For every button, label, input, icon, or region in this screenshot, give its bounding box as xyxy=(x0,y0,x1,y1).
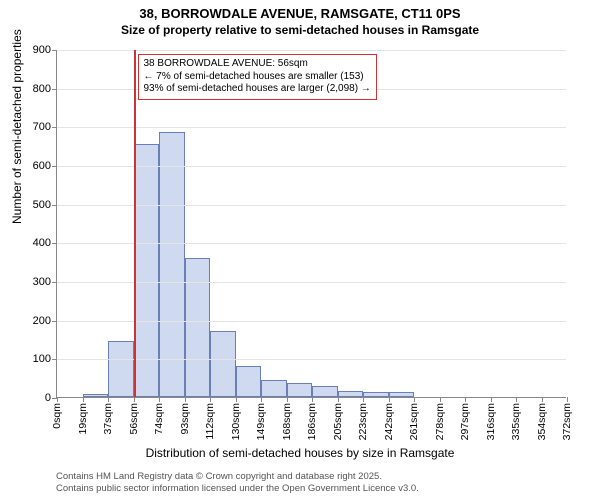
histogram-bar xyxy=(389,392,415,397)
xtick-label: 316sqm xyxy=(485,403,497,440)
xtick-mark xyxy=(134,397,135,402)
property-marker-line xyxy=(134,50,136,397)
xtick-label: 74sqm xyxy=(153,403,165,435)
histogram-bar xyxy=(185,258,211,397)
xtick-label: 37sqm xyxy=(102,403,114,435)
histogram-bar xyxy=(338,391,364,397)
xtick-mark xyxy=(465,397,466,402)
ytick-mark xyxy=(52,359,57,360)
xtick-mark xyxy=(159,397,160,402)
y-axis-title: Number of semi-detached properties xyxy=(10,29,24,224)
xtick-mark xyxy=(261,397,262,402)
xtick-mark xyxy=(567,397,568,402)
xtick-label: 297sqm xyxy=(459,403,471,440)
xtick-label: 223sqm xyxy=(357,403,369,440)
chart-subtitle: Size of property relative to semi-detach… xyxy=(0,23,600,37)
ytick-mark xyxy=(52,127,57,128)
xtick-label: 205sqm xyxy=(332,403,344,440)
ytick-mark xyxy=(52,166,57,167)
ytick-label: 400 xyxy=(33,237,51,249)
histogram-bar xyxy=(83,394,109,397)
histogram-bar xyxy=(287,383,313,397)
histogram-bar xyxy=(236,366,262,397)
xtick-mark xyxy=(338,397,339,402)
annotation-line: ← 7% of semi-detached houses are smaller… xyxy=(144,71,371,84)
chart-title-block: 38, BORROWDALE AVENUE, RAMSGATE, CT11 0P… xyxy=(0,0,600,37)
xtick-label: 354sqm xyxy=(536,403,548,440)
xtick-label: 335sqm xyxy=(510,403,522,440)
xtick-mark xyxy=(516,397,517,402)
xtick-label: 149sqm xyxy=(255,403,267,440)
xtick-label: 56sqm xyxy=(128,403,140,435)
ytick-mark xyxy=(52,243,57,244)
xtick-label: 242sqm xyxy=(383,403,395,440)
chart-footer: Contains HM Land Registry data © Crown c… xyxy=(56,471,419,495)
ytick-mark xyxy=(52,205,57,206)
ytick-label: 600 xyxy=(33,160,51,172)
xtick-mark xyxy=(542,397,543,402)
chart-title: 38, BORROWDALE AVENUE, RAMSGATE, CT11 0P… xyxy=(0,6,600,21)
ytick-label: 300 xyxy=(33,276,51,288)
ytick-mark xyxy=(52,282,57,283)
ytick-label: 200 xyxy=(33,315,51,327)
xtick-mark xyxy=(389,397,390,402)
xtick-label: 261sqm xyxy=(408,403,420,440)
xtick-mark xyxy=(363,397,364,402)
ytick-mark xyxy=(52,50,57,51)
xtick-mark xyxy=(414,397,415,402)
xtick-label: 278sqm xyxy=(434,403,446,440)
chart-plot-area: 01002003004005006007008009000sqm19sqm37s… xyxy=(56,50,566,398)
ytick-label: 100 xyxy=(33,353,51,365)
histogram-bar xyxy=(312,386,338,397)
ytick-label: 500 xyxy=(33,199,51,211)
ytick-mark xyxy=(52,89,57,90)
xtick-mark xyxy=(287,397,288,402)
xtick-mark xyxy=(210,397,211,402)
x-axis-title: Distribution of semi-detached houses by … xyxy=(0,446,600,460)
ytick-label: 800 xyxy=(33,83,51,95)
xtick-label: 130sqm xyxy=(230,403,242,440)
ytick-mark xyxy=(52,321,57,322)
xtick-label: 93sqm xyxy=(179,403,191,435)
xtick-mark xyxy=(108,397,109,402)
xtick-label: 168sqm xyxy=(281,403,293,440)
xtick-label: 372sqm xyxy=(561,403,573,440)
xtick-mark xyxy=(57,397,58,402)
xtick-mark xyxy=(236,397,237,402)
footer-line-2: Contains public sector information licen… xyxy=(56,483,419,495)
annotation-line: 38 BORROWDALE AVENUE: 56sqm xyxy=(144,58,371,71)
xtick-mark xyxy=(491,397,492,402)
annotation-line: 93% of semi-detached houses are larger (… xyxy=(144,83,371,96)
ytick-label: 700 xyxy=(33,121,51,133)
histogram-bar xyxy=(159,132,185,397)
xtick-label: 186sqm xyxy=(306,403,318,440)
footer-line-1: Contains HM Land Registry data © Crown c… xyxy=(56,471,419,483)
histogram-bar xyxy=(108,341,134,397)
xtick-mark xyxy=(312,397,313,402)
xtick-label: 19sqm xyxy=(77,403,89,435)
xtick-label: 112sqm xyxy=(204,403,216,440)
histogram-bar xyxy=(363,392,389,397)
xtick-mark xyxy=(440,397,441,402)
annotation-box: 38 BORROWDALE AVENUE: 56sqm← 7% of semi-… xyxy=(138,54,377,100)
ytick-label: 900 xyxy=(33,44,51,56)
xtick-mark xyxy=(83,397,84,402)
histogram-bar xyxy=(210,331,236,397)
xtick-mark xyxy=(185,397,186,402)
xtick-label: 0sqm xyxy=(51,403,63,429)
histogram-bar xyxy=(261,380,287,397)
